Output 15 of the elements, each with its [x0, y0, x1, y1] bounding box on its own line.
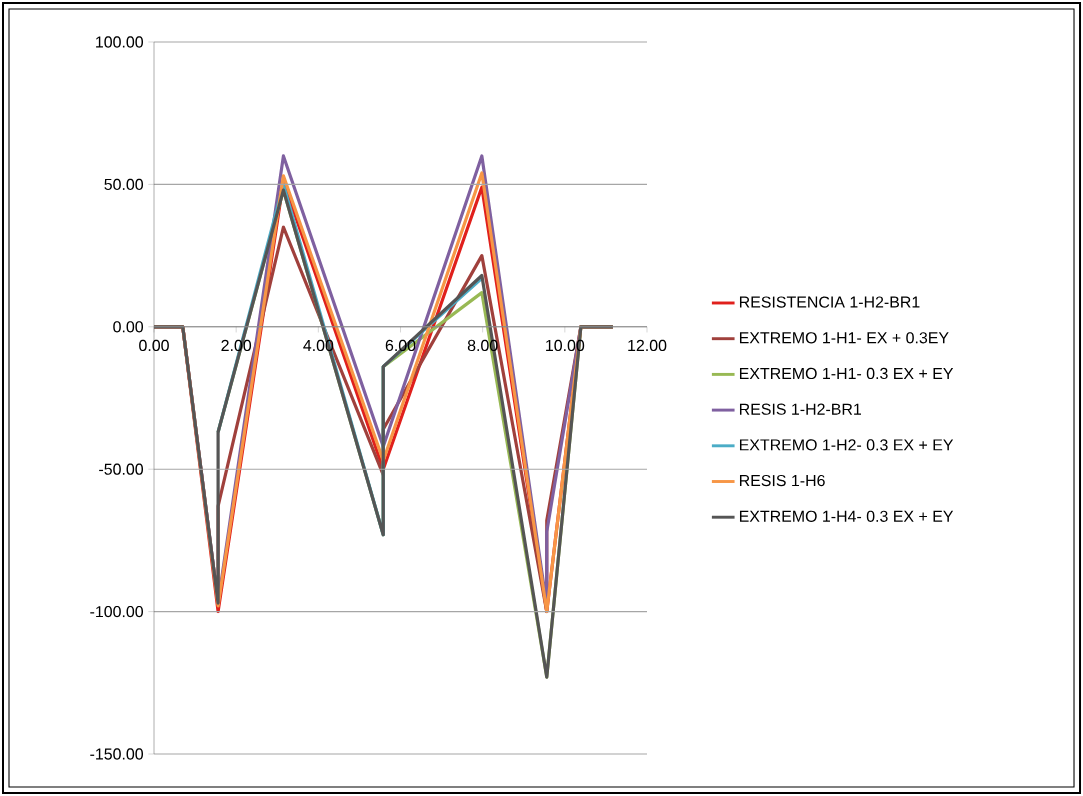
- legend-label: RESIS 1-H6: [739, 474, 825, 487]
- legend-label: RESISTENCIA 1-H2-BR1: [739, 296, 920, 308]
- legend-label: EXTREMO 1-H1- EX + 0.3EY: [739, 332, 949, 344]
- y-tick-label: -100.00: [90, 605, 144, 618]
- legend-label: RESIS 1-H2-BR1: [739, 403, 861, 415]
- y-tick-label: 0.00: [113, 321, 144, 333]
- legend-label: EXTREMO 1-H2- 0.3 EX + EY: [739, 439, 954, 451]
- x-tick-label: 0.00: [139, 339, 169, 352]
- y-tick-label: -50.00: [99, 463, 144, 475]
- y-tick-label: -150.00: [90, 748, 144, 760]
- x-tick-label: 12.00: [628, 339, 667, 352]
- legend-label: EXTREMO 1-H1- 0.3 EX + EY: [739, 367, 954, 380]
- y-tick-label: 50.00: [104, 178, 144, 191]
- legend-label: EXTREMO 1-H4- 0.3 EX + EY: [739, 510, 954, 522]
- y-tick-label: 100.00: [96, 36, 144, 48]
